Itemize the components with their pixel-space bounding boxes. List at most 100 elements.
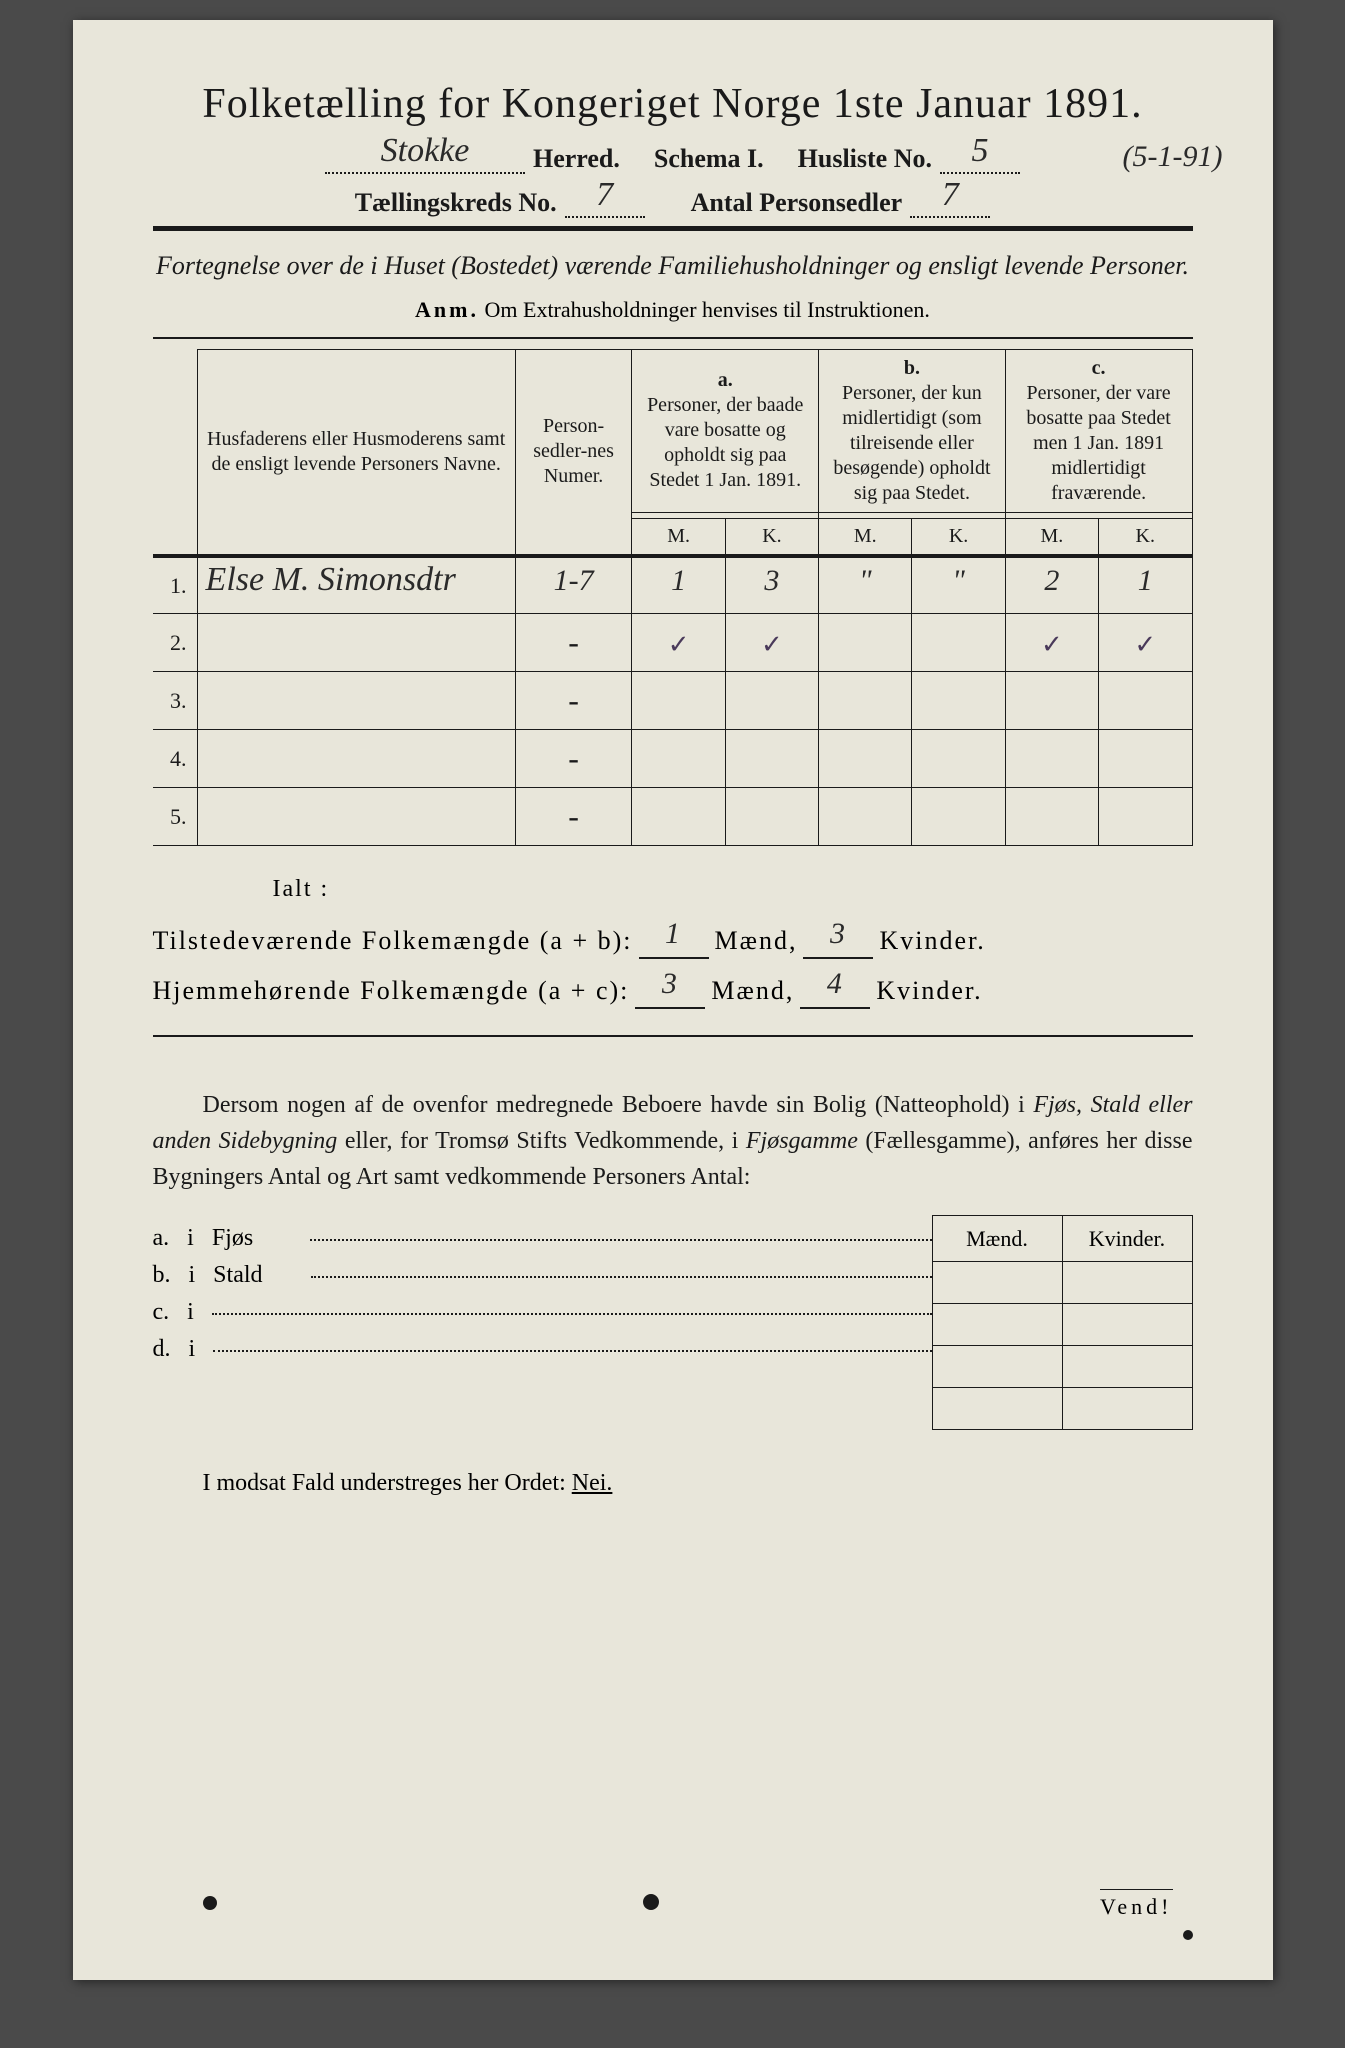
building-row: c. i <box>153 1299 932 1326</box>
household-table: Husfaderens eller Husmoderens samt de en… <box>153 349 1193 847</box>
anm-text: Om Extrahusholdninger henvises til Instr… <box>485 297 930 322</box>
b-i: i <box>187 1225 194 1252</box>
row-c-m: ✓ <box>1041 629 1063 659</box>
totals-line-2: Hjemmehørende Folkemængde (a + c): 3 Mæn… <box>153 973 1193 1009</box>
subtitle: Fortegnelse over de i Huset (Bostedet) v… <box>153 249 1193 283</box>
rule-2 <box>153 337 1193 339</box>
herred-field: Stokke <box>325 138 525 174</box>
row-num: 3. <box>153 672 198 730</box>
b-i: i <box>189 1336 196 1363</box>
maend-label: Mænd, <box>711 976 794 1006</box>
totals-2-label: Hjemmehørende Folkemængde (a + c): <box>153 976 630 1006</box>
ink-blot-icon <box>1183 1930 1193 1940</box>
row-num: 4. <box>153 730 198 788</box>
row-a-m: 1 <box>671 564 686 597</box>
row-num-val: - <box>515 730 632 788</box>
vend-label: Vend! <box>1100 1889 1173 1920</box>
herred-value: Stokke <box>381 132 470 169</box>
totals-2-k: 4 <box>827 967 844 1000</box>
row-num: 1. <box>153 556 198 614</box>
anm-line: Anm. Om Extrahusholdninger henvises til … <box>153 297 1193 323</box>
table-row: 2. - ✓ ✓ ✓ ✓ <box>153 614 1193 672</box>
header-row-1: Stokke Herred. Schema I. Husliste No. 5 <box>153 138 1193 174</box>
row-a-k: ✓ <box>761 629 783 659</box>
row-num: 5. <box>153 788 198 846</box>
husliste-field: 5 <box>940 138 1020 174</box>
col-b-header: b.Personer, der kun midlertidigt (som ti… <box>819 349 1006 512</box>
dotted-line <box>311 1268 931 1278</box>
rule-3 <box>153 1035 1193 1037</box>
mk-a-m: M. <box>632 518 725 556</box>
dotted-line <box>213 1342 931 1352</box>
building-row: d. i <box>153 1336 932 1363</box>
husliste-label: Husliste No. <box>798 144 932 174</box>
row-num-val: 1-7 <box>554 564 594 597</box>
buildings-paragraph: Dersom nogen af de ovenfor medregnede Be… <box>153 1087 1193 1195</box>
header-row-2: Tællingskreds No. 7 Antal Personsedler 7 <box>153 182 1193 218</box>
b-hdr-m: Mænd. <box>932 1216 1062 1262</box>
dotted-line <box>212 1305 932 1315</box>
b-i: i <box>187 1299 194 1326</box>
col-c-header: c.Personer, der vare bosatte paa Stedet … <box>1005 349 1192 512</box>
mk-b-k: K. <box>912 518 1005 556</box>
husliste-value: 5 <box>972 132 989 169</box>
b-a: a. <box>153 1225 170 1252</box>
sedler-field: 7 <box>910 182 990 218</box>
row-c-k: ✓ <box>1134 629 1156 659</box>
mk-b-m: M. <box>819 518 912 556</box>
row-b-m: " <box>859 564 872 597</box>
table-row: 1. Else M. Simonsdtr 1-7 1 3 " " 2 1 <box>153 556 1193 614</box>
form-title: Folketælling for Kongeriget Norge 1ste J… <box>153 80 1193 128</box>
herred-label: Herred. <box>533 144 620 174</box>
b-name: Stald <box>213 1262 293 1289</box>
margin-date-note: (5-1-91) <box>1123 140 1223 174</box>
sedler-label: Antal Personsedler <box>691 188 903 218</box>
b-i: i <box>189 1262 196 1289</box>
mk-c-k: K. <box>1099 518 1192 556</box>
row-name: Else M. Simonsdtr <box>206 561 456 598</box>
krets-value: 7 <box>596 176 613 213</box>
building-row: b. i Stald <box>153 1262 932 1289</box>
building-row: a. i Fjøs <box>153 1225 932 1252</box>
totals-1-m: 1 <box>665 917 682 950</box>
row-a-k: 3 <box>764 564 779 597</box>
nei-line: I modsat Fald understreges her Ordet: Ne… <box>203 1470 1193 1497</box>
row-b-k: " <box>952 564 965 597</box>
buildings-left: a. i Fjøs b. i Stald c. i d. i <box>153 1215 932 1430</box>
b-hdr-k: Kvinder. <box>1062 1216 1192 1262</box>
krets-label: Tællingskreds No. <box>355 188 557 218</box>
b-a: d. <box>153 1336 171 1363</box>
buildings-mk-table: Mænd.Kvinder. <box>932 1215 1193 1430</box>
buildings-block: a. i Fjøs b. i Stald c. i d. i <box>153 1215 1193 1430</box>
buildings-right: Mænd.Kvinder. <box>932 1215 1193 1430</box>
table-header-row-1: Husfaderens eller Husmoderens samt de en… <box>153 349 1193 512</box>
krets-field: 7 <box>565 182 645 218</box>
ink-blot-icon <box>643 1894 659 1910</box>
table-row: 3. - <box>153 672 1193 730</box>
totals-2-m: 3 <box>662 967 679 1000</box>
totals-1-k: 3 <box>830 917 847 950</box>
kvinder-label: Kvinder. <box>876 976 982 1006</box>
census-form-page: Folketælling for Kongeriget Norge 1ste J… <box>73 20 1273 1980</box>
maend-label: Mænd, <box>715 926 798 956</box>
row-c-m: 2 <box>1044 564 1059 597</box>
ink-blot-icon <box>203 1896 217 1910</box>
nei-word: Nei. <box>572 1470 613 1496</box>
row-a-m: ✓ <box>668 629 690 659</box>
table-row: 5. - <box>153 788 1193 846</box>
anm-label: Anm. <box>415 297 479 322</box>
b-name: Fjøs <box>212 1225 292 1252</box>
table-row: 4. - <box>153 730 1193 788</box>
b-a: c. <box>153 1299 170 1326</box>
rule-1 <box>153 226 1193 231</box>
kvinder-label: Kvinder. <box>879 926 985 956</box>
b-a: b. <box>153 1262 171 1289</box>
totals-1-label: Tilstedeværende Folkemængde (a + b): <box>153 926 633 956</box>
row-num: 2. <box>153 614 198 672</box>
col-num-header: Person-sedler-nes Numer. <box>515 349 632 556</box>
row-num-val: - <box>515 672 632 730</box>
mk-a-k: K. <box>725 518 818 556</box>
dotted-line <box>310 1231 932 1241</box>
schema-label: Schema I. <box>654 144 764 174</box>
row-c-k: 1 <box>1138 564 1153 597</box>
